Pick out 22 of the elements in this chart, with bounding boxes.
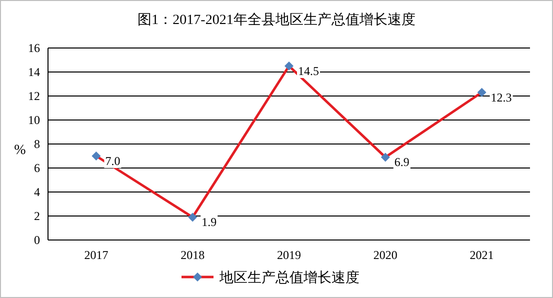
x-tick-label: 2019 xyxy=(277,248,301,262)
y-tick-label: 8 xyxy=(34,137,40,151)
data-label: 7.0 xyxy=(105,154,120,168)
x-tick-label: 2021 xyxy=(470,248,494,262)
legend-label: 地区生产总值增长速度 xyxy=(218,270,360,286)
data-label: 1.9 xyxy=(202,215,217,230)
y-tick-label: 6 xyxy=(34,161,40,175)
chart-title: 图1：2017-2021年全县地区生产总值增长速度 xyxy=(138,12,416,28)
y-tick-label: 0 xyxy=(34,233,40,247)
x-tick-label: 2020 xyxy=(373,248,398,262)
y-tick-label: 14 xyxy=(28,65,40,79)
x-tick-label: 2018 xyxy=(180,248,205,262)
data-label: 6.9 xyxy=(394,155,410,170)
x-tick-label: 2017 xyxy=(84,248,108,262)
y-tick-label: 4 xyxy=(34,185,40,199)
y-tick-label: 16 xyxy=(28,41,40,55)
y-tick-label: 12 xyxy=(28,89,40,103)
data-label: 14.5 xyxy=(298,64,319,78)
data-label: 12.3 xyxy=(490,90,512,104)
y-tick-label: 2 xyxy=(34,209,40,223)
y-axis-title: % xyxy=(14,143,26,158)
y-tick-label: 10 xyxy=(28,113,40,127)
